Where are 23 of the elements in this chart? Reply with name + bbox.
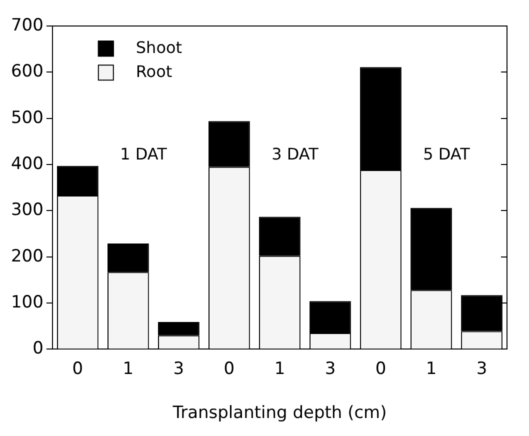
y-tick-label: 100 <box>10 292 44 312</box>
annotation: 3 DAT <box>272 144 319 164</box>
x-tick-label: 1 <box>426 358 437 379</box>
annotation: 1 DAT <box>120 144 168 164</box>
x-tick-label: 0 <box>224 358 235 379</box>
x-axis-title: Transplanting depth (cm) <box>172 403 387 424</box>
x-tick-label: 1 <box>274 358 286 379</box>
legend-label: Shoot <box>136 38 182 57</box>
y-tick-label: 700 <box>10 15 44 36</box>
x-tick-label: 3 <box>324 358 336 379</box>
y-tick-label: 400 <box>10 154 44 174</box>
y-tick-label: 200 <box>10 246 44 266</box>
x-tick-label: 3 <box>173 358 184 379</box>
y-tick-label: 300 <box>10 200 44 220</box>
x-tick-label: 0 <box>375 358 386 379</box>
legend-label: Root <box>136 62 172 81</box>
y-tick-label: 0 <box>32 338 44 359</box>
x-tick-label: 0 <box>72 358 84 379</box>
y-tick-label: 500 <box>10 108 44 128</box>
x-tick-label: 1 <box>122 358 134 379</box>
y-tick-label: 600 <box>10 62 44 82</box>
annotation: 5 DAT <box>423 144 470 164</box>
x-tick-label: 3 <box>476 358 488 379</box>
